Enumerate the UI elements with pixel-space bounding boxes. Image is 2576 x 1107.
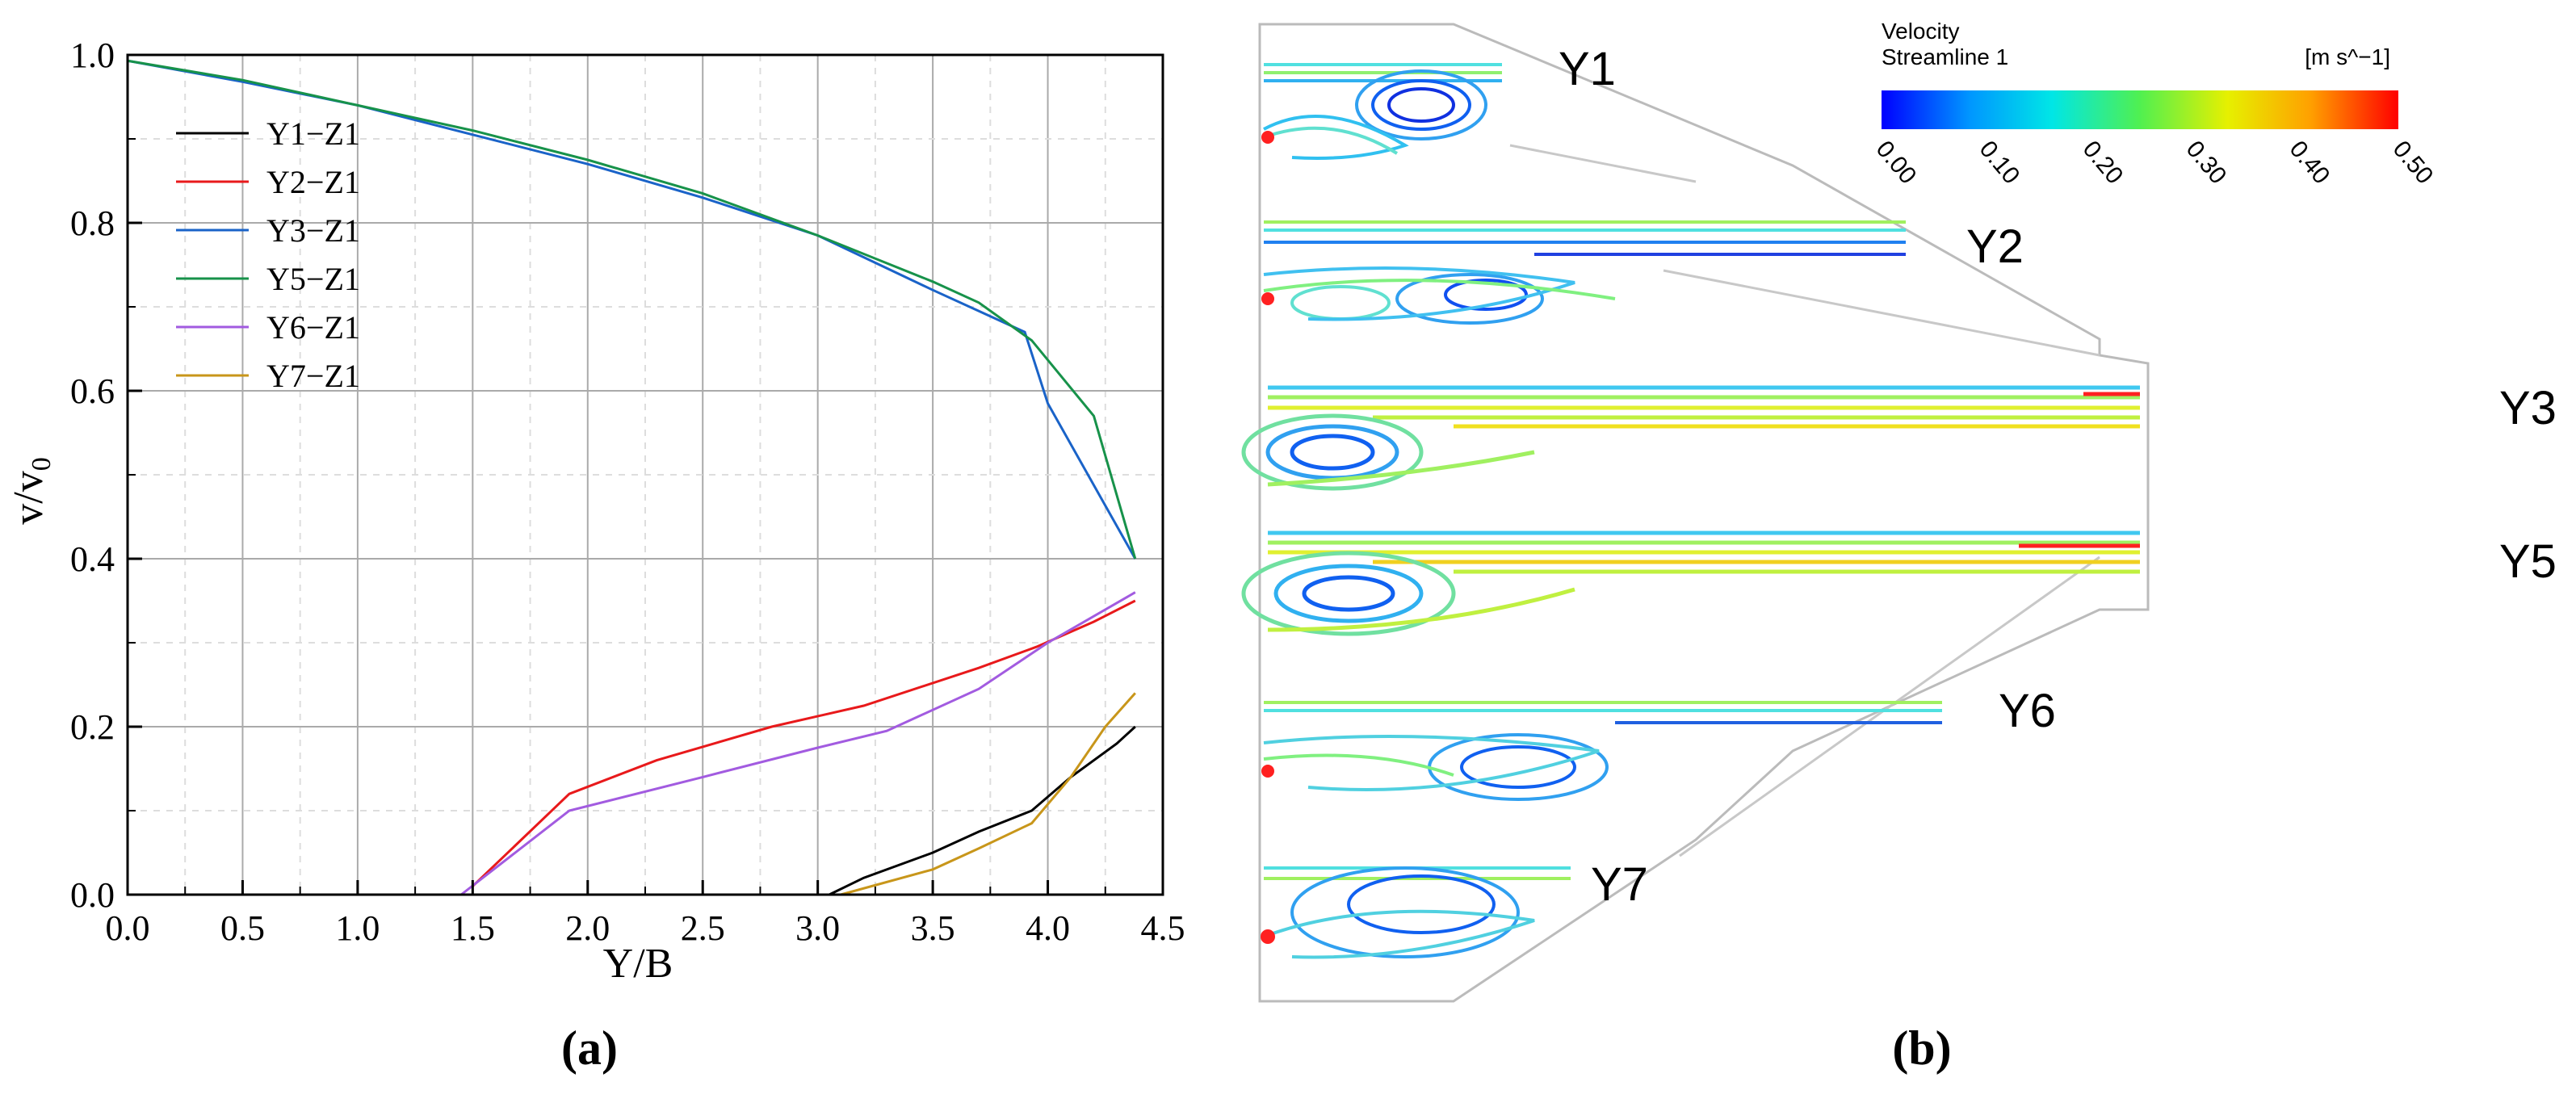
outline-connector: [1663, 269, 2100, 357]
x-tick-label: 1.0: [335, 908, 380, 948]
series-line-5: [460, 591, 1136, 896]
branch-label-y2: Y2: [1966, 220, 2024, 273]
x-tick-label: 2.5: [681, 908, 725, 948]
chart-grid: [128, 55, 1163, 895]
legend-entry: Y1−Z1: [266, 115, 360, 152]
series-line-6: [840, 692, 1136, 896]
series-line-1: [829, 725, 1136, 896]
legend-subtitle: Streamline 1: [1882, 44, 2008, 69]
branch-y3-streamlines: [1241, 385, 2140, 491]
colorbar-tick-label: 0.10: [1974, 136, 2025, 189]
y-tick-label: 0.2: [70, 707, 115, 747]
x-tick-label: 0.0: [106, 908, 150, 948]
panel-a-label: (a): [561, 1021, 618, 1075]
velocity-colorbar: [1882, 90, 2398, 129]
outline-connector: [1679, 556, 2100, 858]
x-tick-label: 1.5: [451, 908, 495, 948]
x-tick-label: 3.5: [911, 908, 955, 948]
legend-title: Velocity: [1882, 19, 1960, 44]
x-tick-label: 0.5: [220, 908, 265, 948]
branch-label-y7: Y7: [1591, 858, 1648, 911]
legend-entry: Y3−Z1: [266, 212, 360, 249]
legend-entry: Y5−Z1: [266, 261, 360, 297]
y-axis-label-subscript: 0: [27, 457, 57, 471]
colorbar-tick-label: 0.50: [2388, 136, 2439, 189]
chart-series-group: [127, 59, 1137, 896]
domain-outline: [1258, 23, 2150, 1003]
legend-entry: Y2−Z1: [266, 164, 360, 200]
outline-connector: [1509, 144, 1697, 183]
x-tick-label: 3.0: [795, 908, 840, 948]
axis-ticks: 0.0 0.5 1.0 1.5 2.0 2.5 3.0 3.5 4.0 4.5 0.0 0.2 0.4 0…: [70, 36, 1185, 948]
branch-y6-streamlines: [1261, 701, 1942, 801]
legend-entry: Y6−Z1: [266, 309, 360, 346]
branch-y1-streamlines: [1261, 63, 1502, 160]
legend-unit: [m s^−1]: [2305, 44, 2390, 69]
colorbar-tick-label: 0.00: [1871, 136, 1922, 189]
legend-entry: Y7−Z1: [266, 358, 360, 394]
branch-label-y1: Y1: [1559, 43, 1616, 95]
y-tick-label: 0.0: [70, 875, 115, 915]
line-chart: 0.0 0.5 1.0 1.5 2.0 2.5 3.0 3.5 4.0 4.5 0.0 0.2 0.4 0…: [6, 36, 1185, 1075]
branch-y7-streamlines: [1261, 866, 1571, 959]
colorbar-ticks: 0.00 0.10 0.20 0.30 0.40 0.50: [1871, 136, 2439, 189]
series-line-4: [127, 59, 1137, 560]
series-line-2: [472, 599, 1136, 887]
y-tick-label: 0.8: [70, 203, 115, 243]
colorbar-tick-label: 0.20: [2078, 136, 2129, 189]
colorbar-tick-label: 0.40: [2284, 136, 2335, 189]
y-axis-label: v/v0: [6, 457, 57, 524]
x-tick-label: 2.0: [565, 908, 610, 948]
colorbar-tick-label: 0.30: [2181, 136, 2232, 189]
branch-y2-streamlines: [1261, 220, 1906, 325]
x-tick-label: 4.0: [1026, 908, 1070, 948]
branch-y5-streamlines: [1241, 530, 2140, 636]
branch-label-y5: Y5: [2499, 535, 2557, 588]
y-tick-label: 0.6: [70, 371, 115, 411]
streamline-figure: Y1 Y2 Y3 Y5 Y6 Y7 Velocity Streamline 1 …: [1241, 19, 2557, 1075]
chart-legend: Y1−Z1 Y2−Z1 Y3−Z1 Y5−Z1 Y6−Z1 Y7−Z1: [176, 115, 360, 394]
x-tick-label: 4.5: [1141, 908, 1185, 948]
branch-label-y3: Y3: [2499, 382, 2557, 434]
branch-label-y6: Y6: [1999, 685, 2056, 737]
panel-b-label: (b): [1892, 1021, 1951, 1075]
x-axis-label: Y/B: [603, 941, 673, 987]
y-tick-label: 1.0: [70, 36, 115, 75]
y-tick-label: 0.4: [70, 539, 115, 579]
